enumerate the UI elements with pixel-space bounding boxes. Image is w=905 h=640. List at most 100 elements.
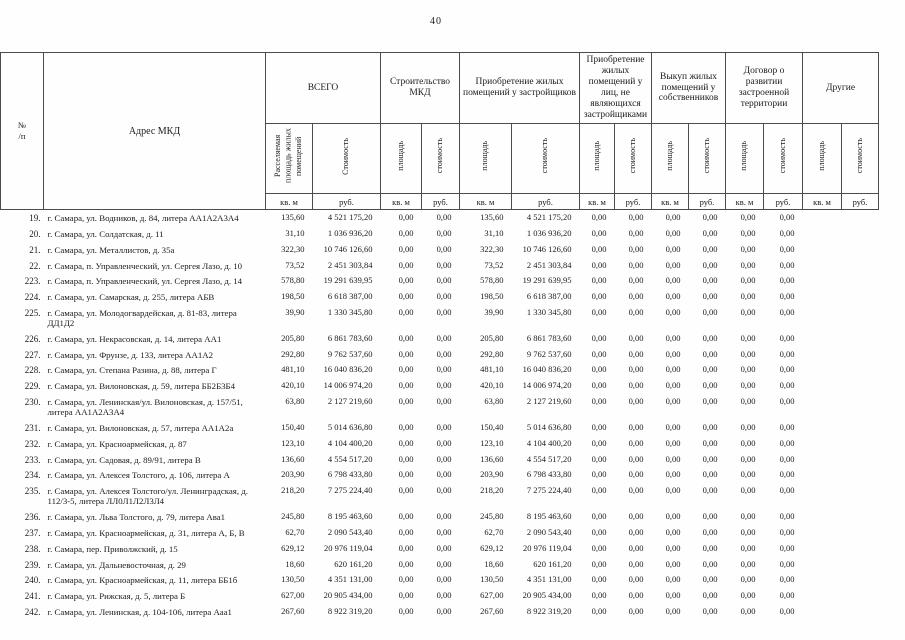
table-cell: 0,00	[591, 332, 607, 343]
table-cell: 0,00	[398, 291, 414, 302]
table-cell: 0,00	[398, 453, 414, 464]
table-cell	[842, 509, 879, 525]
table-cell: 0,00	[591, 526, 607, 537]
row-address: г. Самара, ул. Дальневосточная, д. 29	[47, 559, 186, 570]
table-row: 237. г. Самара, ул. Красноармейская, д. 3…	[1, 525, 879, 541]
table-cell: 0,00	[740, 307, 756, 318]
table-cell: 0,00	[779, 396, 795, 407]
table-cell: 420,10	[281, 380, 305, 391]
table-cell: 150,40	[281, 421, 305, 432]
row-address: г. Самара, ул. Льва Толстого, д. 79, лит…	[47, 511, 226, 522]
table-cell: 0,00	[740, 542, 756, 553]
col-group-1: Строительство МКД	[380, 52, 460, 124]
table-cell: 0,00	[740, 291, 756, 302]
col-subheader: стоимость	[688, 123, 727, 194]
table-cell: 0,00	[665, 396, 681, 407]
table-cell: 0,00	[398, 364, 414, 375]
table-cell: 1 330 345,80	[526, 307, 572, 318]
table-cell: 0,00	[779, 542, 795, 553]
table-cell: 627,00	[281, 590, 305, 601]
table-cell	[803, 604, 842, 620]
table-cell: 8 195 463,60	[327, 510, 373, 521]
table-cell	[803, 362, 842, 378]
row-number: 223.	[24, 276, 41, 287]
row-number: 22.	[29, 260, 41, 271]
col-subheader: площадь	[579, 123, 615, 194]
table-cell: 0,00	[702, 291, 718, 302]
table-cell: 0,00	[436, 510, 452, 521]
table-row: 239. г. Самара, ул. Дальневосточная, д. 2…	[1, 557, 879, 573]
table-cell: 0,00	[779, 348, 795, 359]
row-address: г. Самара, ул. Красноармейская, д. 87	[47, 438, 187, 449]
table-cell: 0,00	[779, 469, 795, 480]
table-cell: 0,00	[436, 307, 452, 318]
col-subheader: площадь	[651, 123, 690, 194]
col-unit: кв. м	[802, 193, 843, 210]
table-cell: 0,00	[779, 590, 795, 601]
table-cell	[803, 258, 842, 274]
table-cell: 6 798 433,80	[526, 469, 572, 480]
col-subheader: стоимость	[421, 123, 460, 194]
table-cell: 135,60	[281, 212, 305, 222]
table-cell: 0,00	[591, 485, 607, 496]
table-cell: 0,00	[779, 606, 795, 617]
table-cell: 8 195 463,60	[526, 510, 572, 521]
table-cell: 0,00	[628, 574, 644, 585]
table-cell: 0,00	[436, 421, 452, 432]
table-cell: 0,00	[398, 437, 414, 448]
table-cell: 578,80	[480, 275, 504, 286]
table-cell: 0,00	[591, 558, 607, 569]
table-cell: 4 104 400,20	[327, 437, 373, 448]
rotated-subheader-label: площадь	[739, 141, 749, 171]
table-cell: 0,00	[702, 558, 718, 569]
table-cell	[803, 226, 842, 242]
row-number: 232.	[24, 438, 41, 449]
table-cell: 0,00	[436, 364, 452, 375]
table-cell: 0,00	[398, 590, 414, 601]
table-cell: 2 451 303,84	[327, 259, 373, 270]
table-cell: 4 554 517,20	[327, 453, 373, 464]
table-cell: 322,30	[480, 243, 504, 254]
col-group-2: Приобретение жилых помещений у застройщи…	[459, 52, 580, 124]
table-cell	[842, 436, 879, 452]
table-cell: 20 976 119,04	[522, 542, 572, 553]
rotated-subheader-label: стоимость	[854, 138, 864, 174]
col-unit: кв. м	[459, 193, 512, 210]
table-cell: 0,00	[591, 590, 607, 601]
row-number: 19.	[29, 213, 41, 223]
rotated-subheader-label: Стоимость	[341, 137, 351, 175]
col-subheader: стоимость	[511, 123, 580, 194]
table-row: 240. г. Самара, ул. Красноармейская, д. 1…	[1, 572, 879, 588]
table-cell: 4 104 400,20	[526, 437, 572, 448]
table-cell	[842, 467, 879, 483]
table-cell: 0,00	[398, 510, 414, 521]
table-cell: 0,00	[740, 259, 756, 270]
col-group-4: Выкуп жилых помещений у собственников	[651, 52, 727, 124]
table-cell	[842, 362, 879, 378]
table-cell: 2 451 303,84	[526, 259, 572, 270]
table-cell: 1 330 345,80	[327, 307, 373, 318]
table-cell: 123,10	[281, 437, 305, 448]
col-unit: кв. м	[725, 193, 765, 210]
col-header-address: Адрес МКД	[43, 52, 266, 210]
table-cell: 0,00	[740, 590, 756, 601]
row-address: г. Самара, ул. Ленинская/ул. Вилоновская…	[47, 397, 243, 418]
col-unit: руб.	[688, 193, 727, 210]
row-address: г. Самара, ул. Вилоновская, д. 59, литер…	[47, 381, 235, 392]
table-cell: 0,00	[702, 227, 718, 238]
table-cell: 6 798 433,80	[327, 469, 373, 480]
table-cell	[842, 347, 879, 363]
table-cell: 0,00	[740, 437, 756, 448]
table-cell: 0,00	[665, 453, 681, 464]
rotated-subheader-label: стоимость	[435, 138, 445, 174]
row-number: 237.	[24, 527, 41, 538]
table-cell: 0,00	[740, 510, 756, 521]
table-cell: 0,00	[436, 380, 452, 391]
table-cell	[842, 210, 879, 226]
table-row: 229. г. Самара, ул. Вилоновская, д. 59, л…	[1, 378, 879, 394]
table-cell: 0,00	[628, 485, 644, 496]
rotated-subheader-label: стоимость	[777, 138, 787, 174]
table-cell: 0,00	[436, 243, 452, 254]
table-cell: 4 351 131,00	[327, 574, 373, 585]
table-cell: 0,00	[740, 396, 756, 407]
